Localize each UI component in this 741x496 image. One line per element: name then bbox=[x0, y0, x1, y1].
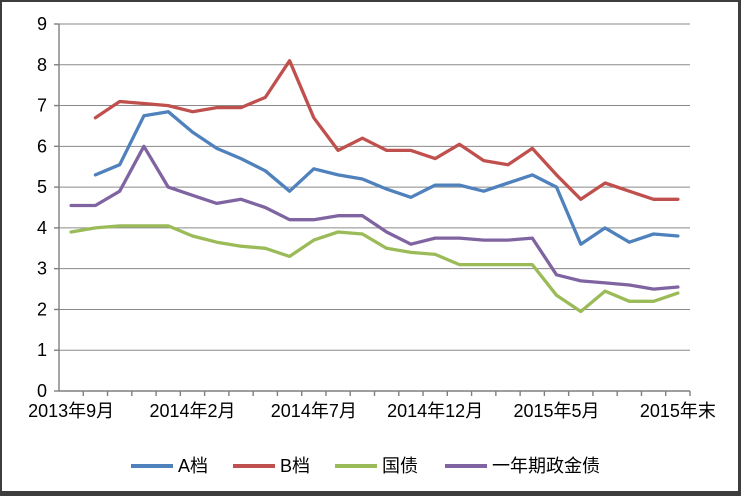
y-axis-tick-label: 6 bbox=[37, 136, 47, 156]
x-axis-tick-label: 2015年5月 bbox=[513, 401, 599, 421]
series-line-B档 bbox=[93, 59, 680, 201]
x-axis-tick-label: 2014年7月 bbox=[271, 401, 357, 421]
y-axis-tick-label: 1 bbox=[37, 340, 47, 360]
y-axis-tick-label: 4 bbox=[37, 218, 47, 238]
y-axis-tick-label: 5 bbox=[37, 177, 47, 197]
series-line-A档 bbox=[93, 110, 680, 246]
y-axis-tick-label: 7 bbox=[37, 96, 47, 116]
legend-label-A档: A档 bbox=[178, 456, 208, 476]
y-axis-tick-label: 2 bbox=[37, 299, 47, 319]
y-axis-tick-label: 3 bbox=[37, 259, 47, 279]
y-axis-tick-label: 9 bbox=[37, 14, 47, 34]
x-axis-tick-label: 2014年2月 bbox=[149, 401, 235, 421]
legend-label-国债: 国债 bbox=[382, 456, 418, 476]
x-axis-tick-label: 2014年12月 bbox=[387, 401, 483, 421]
x-axis-tick-label: 2015年末 bbox=[640, 401, 716, 421]
y-axis-tick-label: 0 bbox=[37, 381, 47, 401]
legend-label-一年期政金债: 一年期政金债 bbox=[492, 456, 600, 476]
series-line-一年期政金债 bbox=[69, 144, 680, 291]
legend-label-B档: B档 bbox=[280, 456, 310, 476]
series-line-国债 bbox=[69, 224, 680, 314]
y-axis-tick-label: 8 bbox=[37, 55, 47, 75]
x-axis-tick-label: 2013年9月 bbox=[28, 401, 114, 421]
